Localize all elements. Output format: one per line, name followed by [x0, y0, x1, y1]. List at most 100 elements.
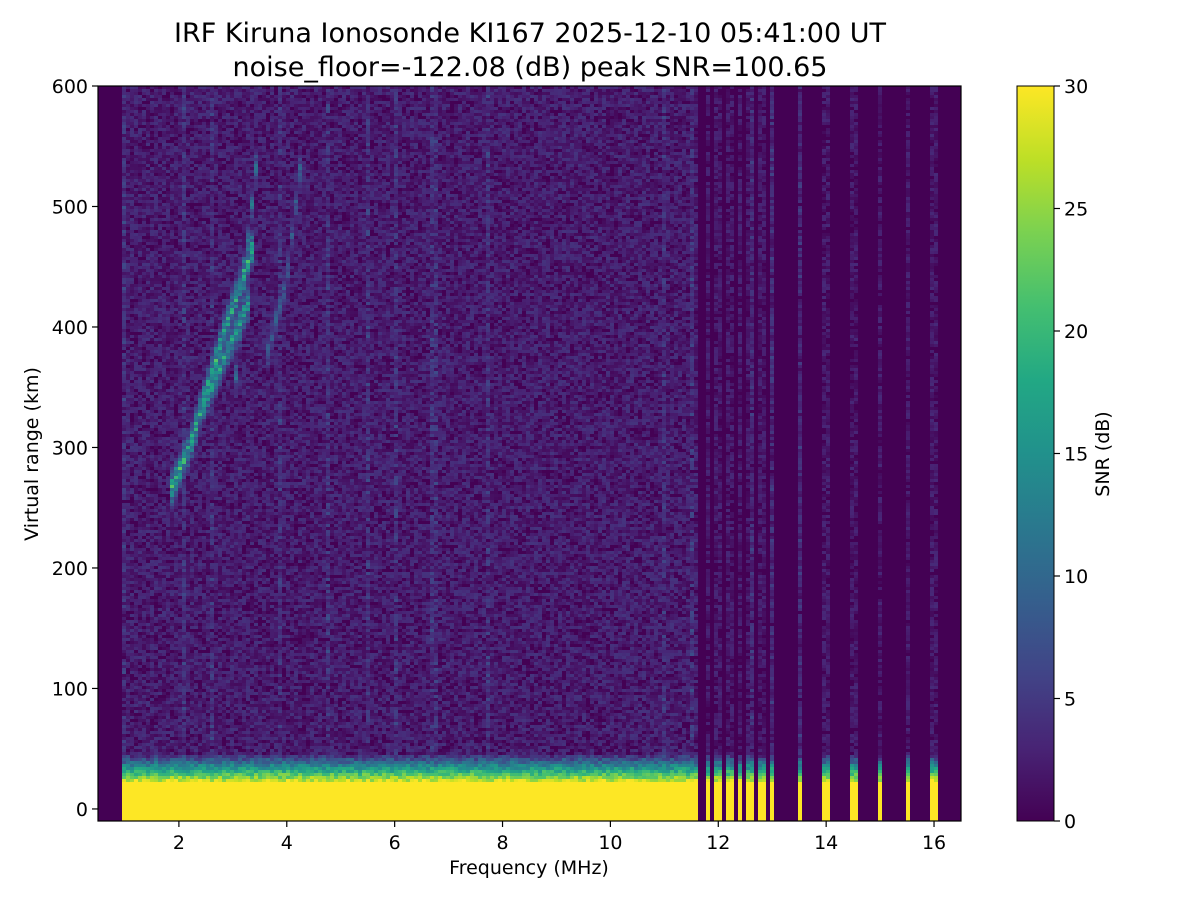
heatmap-cell [142, 545, 146, 548]
heatmap-cell [178, 410, 182, 413]
heatmap-cell [206, 494, 210, 497]
heatmap-cell [174, 284, 178, 287]
heatmap-cell [206, 671, 210, 674]
heatmap-cell [138, 398, 142, 401]
heatmap-cell [122, 587, 126, 590]
heatmap-cell [150, 236, 154, 239]
heatmap-cell [194, 713, 198, 716]
heatmap-cell [162, 632, 166, 635]
heatmap-cell [146, 308, 150, 311]
heatmap-cell [182, 230, 186, 233]
heatmap-cell [158, 725, 162, 728]
heatmap-cell [194, 725, 198, 728]
heatmap-cell [138, 680, 142, 683]
heatmap-cell [122, 620, 126, 623]
heatmap-cell [122, 326, 126, 329]
heatmap-cell [130, 752, 134, 755]
heatmap-cell [142, 521, 146, 524]
heatmap-cell [134, 98, 138, 101]
heatmap-cell [158, 419, 162, 422]
heatmap-cell [138, 443, 142, 446]
heatmap-cell [190, 722, 194, 725]
heatmap-cell [194, 359, 198, 362]
heatmap-cell [210, 482, 214, 485]
heatmap-cell [126, 395, 130, 398]
heatmap-cell [134, 383, 138, 386]
heatmap-cell [130, 251, 134, 254]
heatmap-cell [146, 800, 150, 803]
heatmap-cell [122, 374, 126, 377]
heatmap-cell [154, 341, 158, 344]
heatmap-cell [138, 425, 142, 428]
heatmap-cell [202, 761, 206, 764]
heatmap-cell [166, 740, 170, 743]
heatmap-cell [158, 749, 162, 752]
heatmap-cell [186, 701, 190, 704]
heatmap-cell [182, 710, 186, 713]
heatmap-cell [206, 656, 210, 659]
heatmap-cell [166, 110, 170, 113]
heatmap-cell [202, 326, 206, 329]
heatmap-cell [198, 677, 202, 680]
heatmap-cell [170, 614, 174, 617]
heatmap-cell [186, 107, 190, 110]
heatmap-cell [130, 668, 134, 671]
heatmap-cell [134, 647, 138, 650]
heatmap-cell [190, 809, 194, 812]
heatmap-cell [150, 464, 154, 467]
heatmap-cell [126, 680, 130, 683]
heatmap-cell [138, 308, 142, 311]
heatmap-cell [186, 89, 190, 92]
heatmap-cell [206, 725, 210, 728]
heatmap-cell [174, 482, 178, 485]
heatmap-cell [166, 614, 170, 617]
heatmap-cell [194, 380, 198, 383]
heatmap-cell [170, 104, 174, 107]
heatmap-cell [150, 557, 154, 560]
heatmap-cell [202, 380, 206, 383]
heatmap-cell [182, 356, 186, 359]
heatmap-cell [166, 782, 170, 785]
heatmap-cell [138, 749, 142, 752]
heatmap-cell [182, 461, 186, 464]
heatmap-cell [158, 476, 162, 479]
heatmap-cell [194, 365, 198, 368]
heatmap-cell [186, 689, 190, 692]
heatmap-cell [162, 353, 166, 356]
heatmap-cell [154, 389, 158, 392]
heatmap-cell [182, 251, 186, 254]
heatmap-cell [126, 155, 130, 158]
heatmap-cell [210, 119, 214, 122]
heatmap-cell [134, 119, 138, 122]
heatmap-cell [158, 125, 162, 128]
heatmap-cell [122, 242, 126, 245]
heatmap-cell [158, 677, 162, 680]
heatmap-cell [198, 302, 202, 305]
heatmap-cell [210, 506, 214, 509]
heatmap-cell [162, 665, 166, 668]
heatmap-cell [170, 197, 174, 200]
heatmap-cell [134, 581, 138, 584]
heatmap-cell [154, 800, 158, 803]
heatmap-cell [190, 752, 194, 755]
heatmap-cell [174, 623, 178, 626]
heatmap-cell [146, 767, 150, 770]
heatmap-cell [162, 167, 166, 170]
heatmap-cell [174, 608, 178, 611]
heatmap-cell [182, 641, 186, 644]
heatmap-cell [126, 266, 130, 269]
heatmap-cell [206, 107, 210, 110]
heatmap-cell [138, 455, 142, 458]
heatmap-cell [130, 572, 134, 575]
heatmap-cell [134, 101, 138, 104]
heatmap-cell [206, 767, 210, 770]
heatmap-cell [126, 803, 130, 806]
heatmap-cell [166, 146, 170, 149]
heatmap-cell [134, 314, 138, 317]
heatmap-cell [202, 470, 206, 473]
heatmap-cell [146, 464, 150, 467]
heatmap-cell [122, 209, 126, 212]
heatmap-cell [162, 518, 166, 521]
heatmap-cell [178, 758, 182, 761]
heatmap-cell [198, 512, 202, 515]
